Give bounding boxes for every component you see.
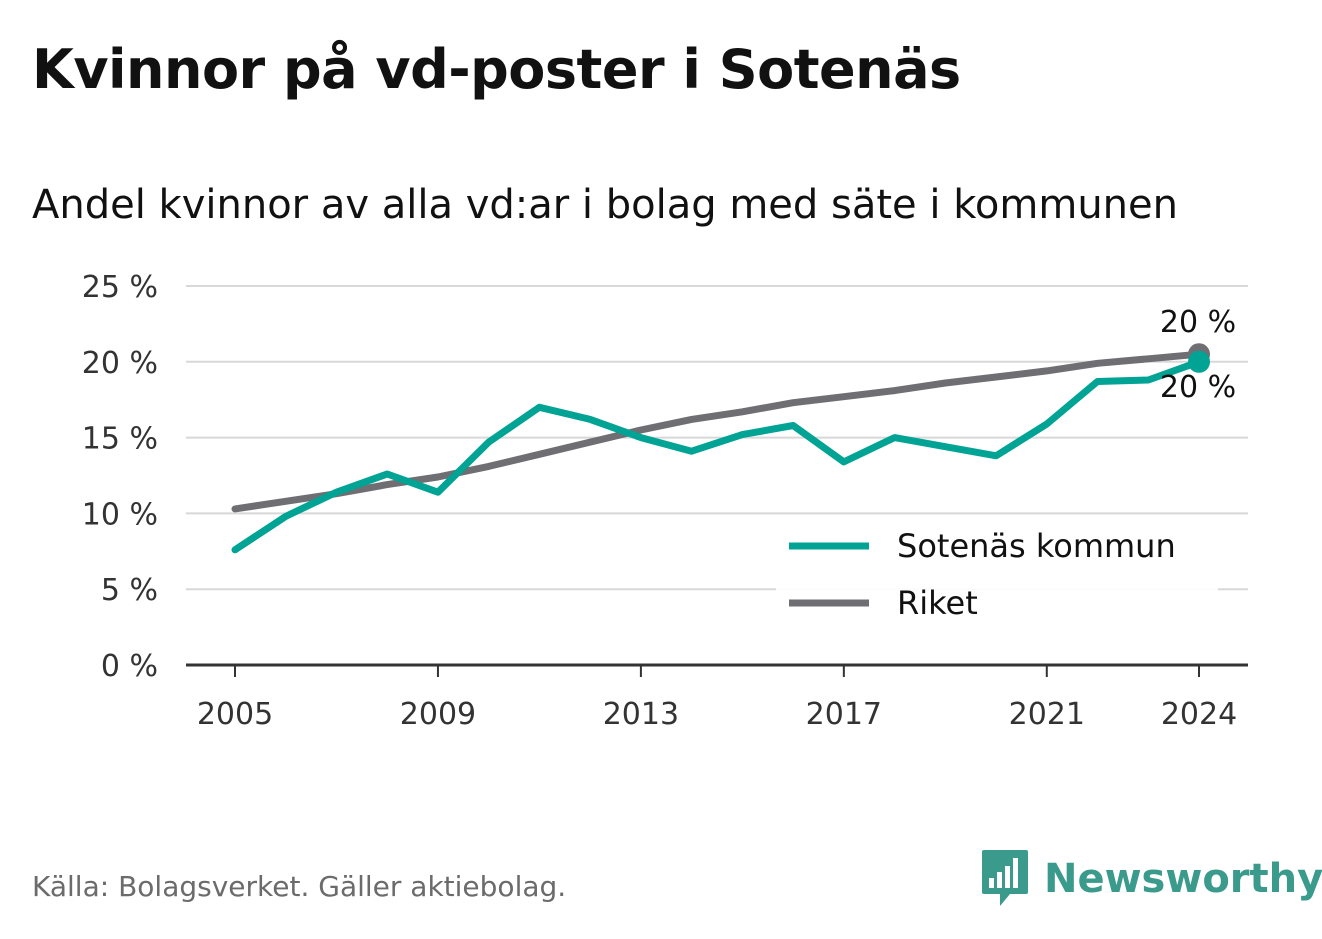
x-tick-label: 2017 xyxy=(806,697,882,732)
x-tick-label: 2005 xyxy=(197,697,273,732)
end-label-riket: 20 % xyxy=(1160,305,1236,340)
x-tick-label: 2024 xyxy=(1161,697,1237,732)
legend: Sotenäs kommun Riket xyxy=(776,515,1218,625)
axes: 0 % 5 % 10 % 15 % 20 % 25 % 2005 2009 2013 2017 20… xyxy=(82,270,1248,732)
y-tick-label: 20 % xyxy=(82,346,158,381)
x-tick-label: 2009 xyxy=(400,697,476,732)
chart-subtitle: Andel kvinnor av alla vd:ar i bolag med … xyxy=(32,182,1178,228)
y-tick-label: 0 % xyxy=(101,649,158,684)
line-chart: 0 % 5 % 10 % 15 % 20 % 25 % 2005 2009 2013 2017 20… xyxy=(82,270,1248,732)
series-line-riket xyxy=(231,350,1203,513)
brand-logo: Newsworthy xyxy=(980,848,1322,910)
y-tick-label: 15 % xyxy=(82,422,158,457)
y-tick-label: 5 % xyxy=(101,573,158,608)
end-label-sotenas: 20 % xyxy=(1160,370,1236,405)
y-tick-label: 25 % xyxy=(82,270,158,305)
end-labels: 20 % 20 % xyxy=(1160,305,1236,405)
brand-name: Newsworthy xyxy=(1044,856,1322,902)
legend-label: Riket xyxy=(897,584,978,622)
x-tick-label: 2021 xyxy=(1009,697,1085,732)
x-tick-label: 2013 xyxy=(603,697,679,732)
gridlines xyxy=(186,285,1248,591)
legend-box xyxy=(776,515,1218,625)
chart-title: Kvinnor på vd-poster i Sotenäs xyxy=(32,38,961,101)
end-point-sotenas xyxy=(1188,350,1210,373)
series-lines xyxy=(231,343,1210,554)
legend-label: Sotenäs kommun xyxy=(897,527,1176,565)
series-line-sotenas xyxy=(231,358,1203,554)
source-note: Källa: Bolagsverket. Gäller aktiebolag. xyxy=(32,870,567,903)
newsworthy-logo-icon xyxy=(982,850,1028,906)
y-tick-label: 10 % xyxy=(82,497,158,532)
